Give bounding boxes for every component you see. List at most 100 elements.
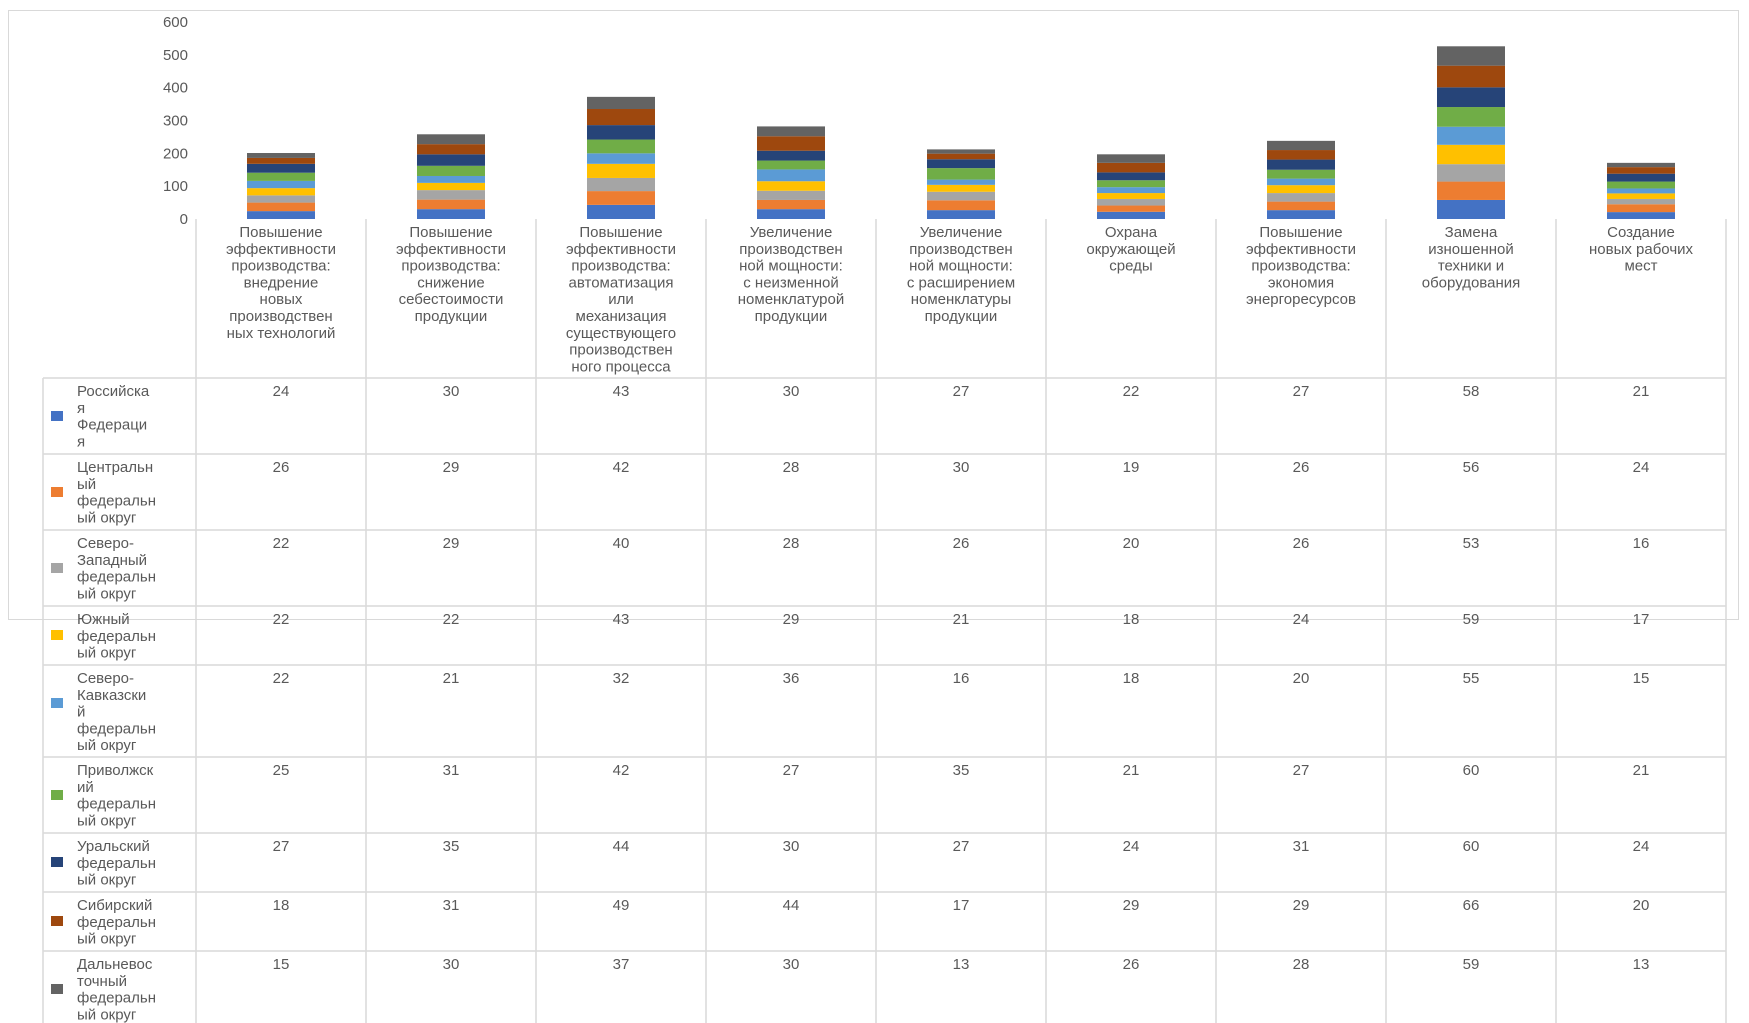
table-cell-value: 13 (953, 956, 970, 973)
table-cell-value: 29 (1293, 897, 1310, 914)
y-tick-label: 300 (163, 113, 188, 130)
bar-segment (247, 195, 315, 203)
series-label: ый округ (77, 509, 137, 526)
bar-segment (1437, 164, 1505, 182)
table-cell-value: 15 (1633, 670, 1650, 687)
category-label: снижение (417, 274, 485, 291)
category-label: экономия (1268, 274, 1334, 291)
series-label: точный (77, 973, 127, 990)
bar-segment (587, 153, 655, 164)
category-label: автоматизация (569, 274, 674, 291)
bar-segment (927, 191, 995, 201)
bar-segment (587, 204, 655, 219)
y-tick-label: 500 (163, 47, 188, 64)
table-cell-value: 21 (443, 670, 460, 687)
category-label: производства: (1251, 258, 1350, 275)
category-label: Повышение (579, 224, 662, 241)
legend-key (51, 857, 63, 867)
bar-segment (1437, 126, 1505, 145)
table-cell-value: 27 (953, 838, 970, 855)
bar-segment (587, 139, 655, 154)
table-cell-value: 28 (783, 459, 800, 476)
category-label: внедрение (244, 274, 319, 291)
bar-segment (247, 180, 315, 189)
bar-segment (1607, 162, 1675, 168)
table-cell-value: 20 (1293, 670, 1310, 687)
bar-segment (757, 190, 825, 200)
bar-segment (247, 188, 315, 196)
bar-segment (927, 210, 995, 219)
bar-segment (927, 153, 995, 160)
bar-segment (757, 126, 825, 137)
category-label: ного процесса (571, 358, 671, 375)
bar-segment (247, 153, 315, 158)
bar-segment (1607, 198, 1675, 205)
table-cell-value: 60 (1463, 762, 1480, 779)
table-cell-value: 18 (273, 897, 290, 914)
legend-key (51, 411, 63, 421)
table-cell-value: 30 (953, 459, 970, 476)
category-label: с неизменной (743, 274, 839, 291)
table-cell-value: 25 (273, 762, 290, 779)
category-label: производства: (401, 258, 500, 275)
bar-segment (587, 163, 655, 178)
table-cell-value: 24 (1293, 611, 1310, 628)
bar-segment (1607, 212, 1675, 219)
category-label: новых рабочих (1589, 241, 1694, 258)
table-cell-value: 28 (783, 535, 800, 552)
table-cell-value: 42 (613, 762, 630, 779)
bar-segment (417, 209, 485, 219)
bar-segment (1267, 210, 1335, 219)
category-label: производствен (909, 241, 1012, 258)
table-cell-value: 49 (613, 897, 630, 914)
bar-segment (1097, 193, 1165, 199)
table-cell-value: 27 (783, 762, 800, 779)
bar-segment (247, 202, 315, 212)
bar-segment (1607, 167, 1675, 174)
table-cell-value: 30 (443, 383, 460, 400)
table-cell-value: 26 (273, 459, 290, 476)
y-tick-label: 200 (163, 145, 188, 162)
bar-segment (417, 154, 485, 166)
series-label: ый округ (77, 1006, 137, 1023)
table-cell-value: 18 (1123, 670, 1140, 687)
series-label: федеральн (77, 569, 156, 586)
category-label: продукции (925, 308, 998, 325)
category-label: механизация (576, 308, 667, 325)
bar-segment (587, 191, 655, 205)
bar-segment (417, 182, 485, 191)
bar-segment (1607, 181, 1675, 189)
series-label: я (77, 400, 85, 417)
table-cell-value: 18 (1123, 611, 1140, 628)
table-cell-value: 59 (1463, 611, 1480, 628)
legend-key (51, 984, 63, 994)
table-cell-value: 43 (613, 611, 630, 628)
bar-segment (927, 168, 995, 180)
legend-key (51, 698, 63, 708)
series-label: ый (77, 476, 96, 493)
category-label: Создание (1607, 224, 1675, 241)
bar-segment (1437, 46, 1505, 66)
bar-segment (247, 157, 315, 164)
bar-segment (1267, 159, 1335, 170)
table-cell-value: 24 (1123, 838, 1140, 855)
bar-segment (587, 109, 655, 126)
bar-segment (757, 199, 825, 210)
category-label: мест (1624, 258, 1657, 275)
table-cell-value: 59 (1463, 956, 1480, 973)
table-cell-value: 13 (1633, 956, 1650, 973)
table-cell-value: 32 (613, 670, 630, 687)
category-label: ной мощности: (739, 258, 843, 275)
bar-segment (1607, 188, 1675, 194)
bar-segment (1437, 144, 1505, 165)
table-cell-value: 21 (1633, 762, 1650, 779)
category-label: производствен (739, 241, 842, 258)
bar-segment (417, 144, 485, 155)
category-label: техники и (1438, 258, 1504, 275)
table-cell-value: 16 (1633, 535, 1650, 552)
bar-segment (1267, 150, 1335, 160)
table-cell-value: 29 (443, 459, 460, 476)
series-label: я (77, 433, 85, 450)
category-label: производствен (569, 342, 672, 359)
table-cell-value: 56 (1463, 459, 1480, 476)
